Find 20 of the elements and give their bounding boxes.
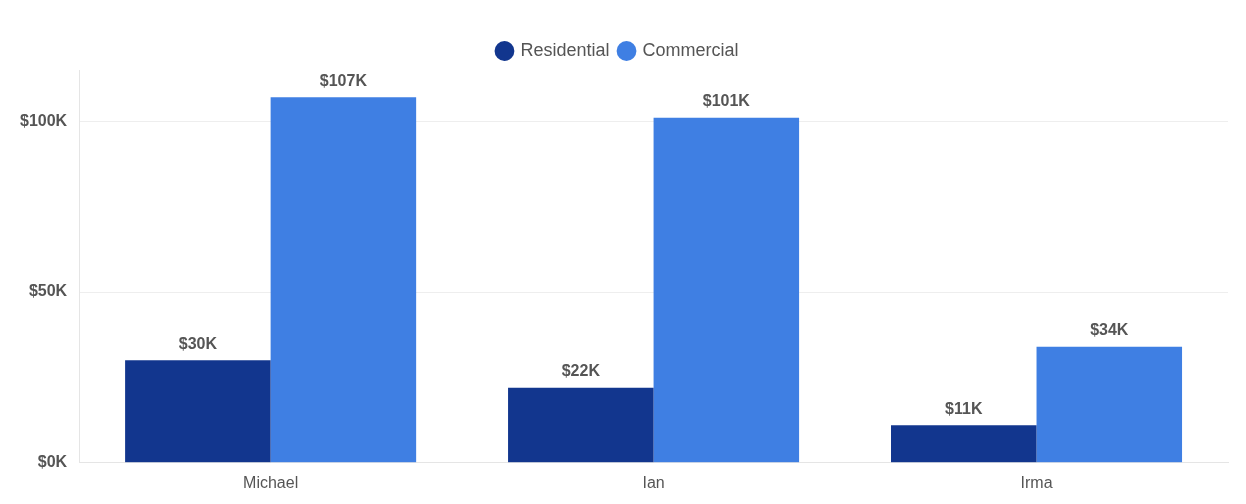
- bar: [125, 360, 271, 463]
- data-label: $107K: [319, 71, 368, 89]
- y-tick-label: $100K: [19, 111, 68, 129]
- x-tick-label: Michael: [243, 473, 299, 491]
- data-label: $30K: [178, 334, 218, 352]
- bar: [270, 97, 417, 463]
- bar: [1036, 346, 1183, 463]
- bar: [653, 117, 800, 463]
- bar: [508, 387, 654, 463]
- y-tick-label: $50K: [28, 282, 68, 300]
- data-label: $22K: [561, 362, 601, 380]
- x-tick-label: Ian: [642, 473, 665, 491]
- data-label: $11K: [945, 399, 983, 417]
- legend-label: Commercial: [642, 39, 739, 60]
- y-tick-label: $0K: [37, 453, 68, 471]
- bar: [891, 425, 1037, 463]
- x-tick-label: Irma: [1020, 473, 1053, 491]
- data-label: $101K: [702, 92, 751, 110]
- data-label: $34K: [1090, 321, 1129, 339]
- legend-label: Residential: [520, 39, 610, 60]
